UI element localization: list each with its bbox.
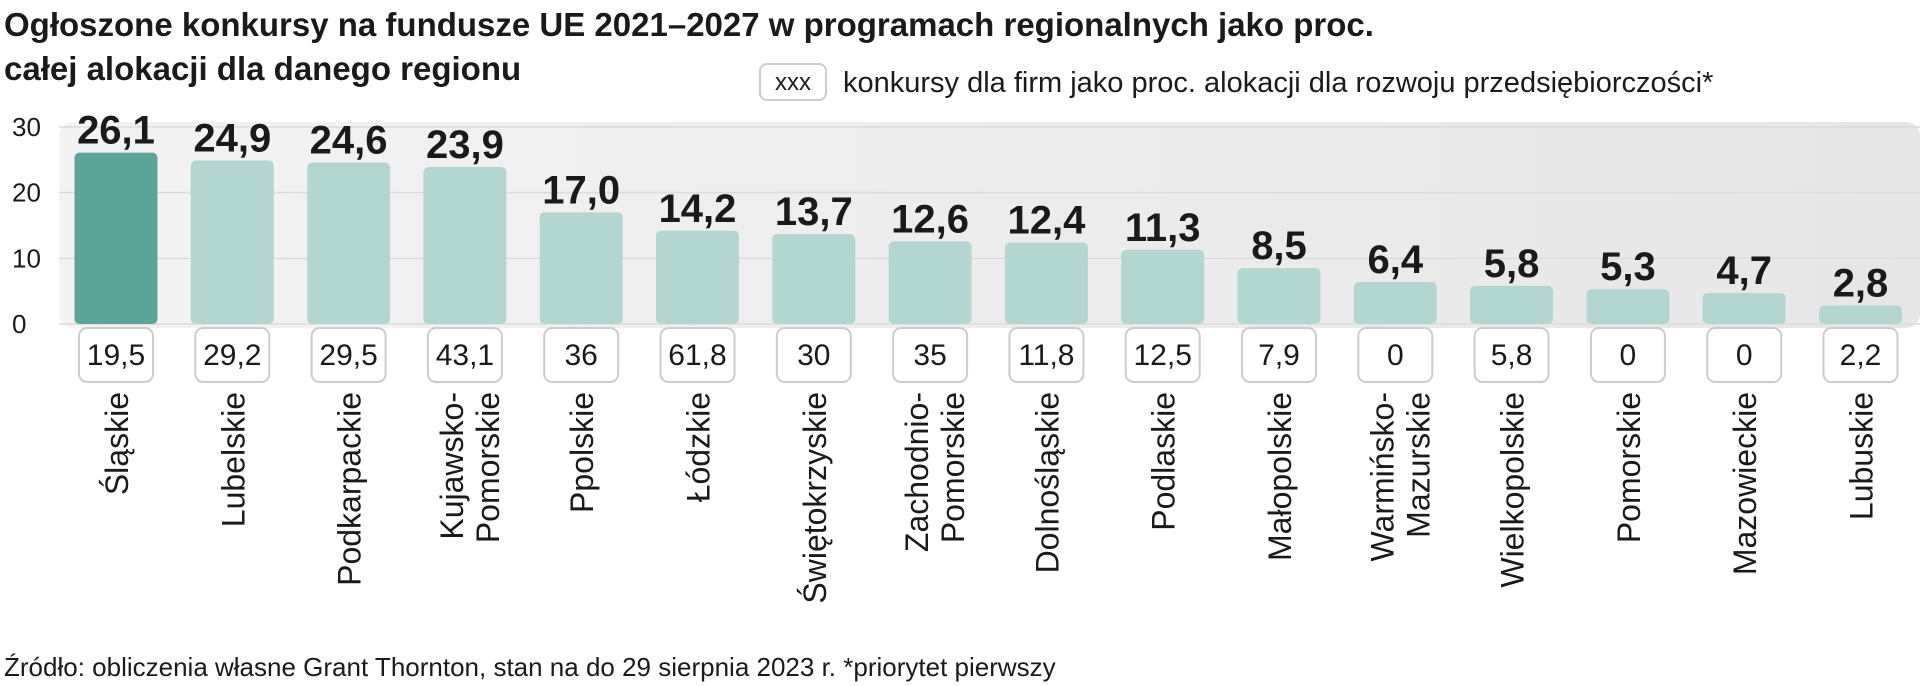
bar [539, 212, 623, 324]
legend-label: konkursy dla firm jako proc. alokacji dl… [843, 67, 1713, 99]
business-label: 0 [1387, 339, 1404, 372]
value-label: 12,4 [1007, 199, 1086, 243]
business-label: 5,8 [1491, 339, 1533, 372]
x-tick-label: Warmińsko-Mazurskie [1364, 392, 1436, 561]
business-box [310, 327, 387, 383]
business-label: 29,2 [203, 339, 261, 372]
x-tick-label: Lubelskie [215, 392, 251, 527]
x-tick-label: Śląskie [99, 392, 135, 495]
business-box [775, 327, 852, 383]
business-label: 12,5 [1134, 339, 1192, 372]
legend-key [759, 63, 827, 101]
business-label: 7,9 [1258, 339, 1300, 372]
y-tick-label: 30 [12, 112, 41, 142]
bar [1470, 285, 1554, 324]
bar [1237, 268, 1321, 324]
business-box [1473, 327, 1550, 383]
source-note: Źródło: obliczenia własne Grant Thornton… [4, 652, 1056, 682]
x-tick-label: Podlaskie [1146, 392, 1182, 531]
value-label: 5,3 [1600, 245, 1656, 289]
x-tick-label: Małopolskie [1262, 392, 1298, 561]
value-label: 26,1 [77, 109, 155, 153]
business-box [1124, 327, 1201, 383]
value-label: 14,2 [659, 187, 737, 231]
business-label: 36 [565, 339, 598, 372]
bar [190, 160, 274, 324]
bar [1004, 242, 1088, 324]
business-box [1357, 327, 1434, 383]
bar [74, 152, 158, 324]
business-box [78, 327, 154, 383]
value-label: 24,9 [193, 116, 271, 160]
value-label: 5,8 [1484, 242, 1540, 286]
x-tick-label: Mazowieckie [1727, 392, 1763, 575]
business-label: 30 [797, 339, 830, 372]
business-box [659, 327, 736, 383]
business-box [543, 327, 620, 383]
chart-subtitle: całej alokacji dla danego regionu [4, 50, 521, 87]
business-label: 43,1 [436, 339, 494, 372]
x-tick-label: Świętokrzyskie [797, 392, 833, 604]
business-box [426, 327, 503, 383]
value-label: 4,7 [1716, 249, 1772, 293]
value-label: 8,5 [1251, 224, 1307, 268]
business-box [1706, 327, 1783, 383]
bar [1702, 293, 1786, 324]
x-tick-label: Pomorskie [1611, 392, 1647, 543]
value-label: 24,6 [310, 118, 388, 162]
value-label: 12,6 [891, 197, 969, 241]
business-label: 2,2 [1840, 339, 1882, 372]
x-tick-label: Dolnośląskie [1029, 392, 1065, 573]
business-label: 0 [1620, 339, 1637, 372]
x-tick-label: Ppolskie [564, 392, 600, 513]
bar [307, 162, 391, 324]
x-tick-label: Kujawsko-Pomorskie [434, 392, 506, 543]
value-label: 6,4 [1367, 238, 1423, 282]
bar [888, 241, 972, 324]
legend-key-text: xxx [775, 69, 811, 96]
value-label: 11,3 [1125, 206, 1201, 250]
value-label: 17,0 [542, 168, 620, 212]
business-box [1008, 327, 1085, 383]
business-box [1241, 327, 1317, 383]
business-label: 19,5 [87, 339, 145, 372]
x-tick-label: Zachodnio-Pomorskie [899, 392, 971, 552]
x-tick-label: Wielkopolskie [1495, 392, 1531, 588]
y-tick-label: 20 [12, 178, 41, 208]
plot-panel [59, 122, 1920, 328]
bar [1819, 305, 1902, 324]
business-box [1589, 327, 1666, 383]
bar [423, 167, 507, 324]
value-label: 2,8 [1833, 262, 1889, 306]
business-box [194, 327, 271, 383]
bar [772, 234, 856, 324]
business-label: 0 [1736, 339, 1753, 372]
value-label: 13,7 [775, 190, 853, 234]
bar [1586, 289, 1670, 324]
x-tick-label: Lubuskie [1844, 392, 1880, 520]
bar [1121, 249, 1205, 324]
y-tick-label: 10 [12, 243, 41, 273]
business-label: 61,8 [668, 339, 726, 372]
y-tick-label: 0 [12, 309, 26, 339]
business-label: 35 [913, 339, 946, 372]
chart-title: Ogłoszone konkursy na fundusze UE 2021–2… [4, 6, 1374, 43]
business-label: 29,5 [319, 339, 377, 372]
x-tick-label: Podkarpackie [332, 392, 368, 586]
x-tick-label: Łódzkie [681, 392, 717, 502]
bar [1353, 281, 1437, 324]
bar [656, 230, 739, 324]
business-box [1822, 327, 1899, 383]
business-label: 11,8 [1018, 339, 1074, 372]
value-label: 23,9 [426, 123, 504, 167]
business-box [892, 327, 969, 383]
